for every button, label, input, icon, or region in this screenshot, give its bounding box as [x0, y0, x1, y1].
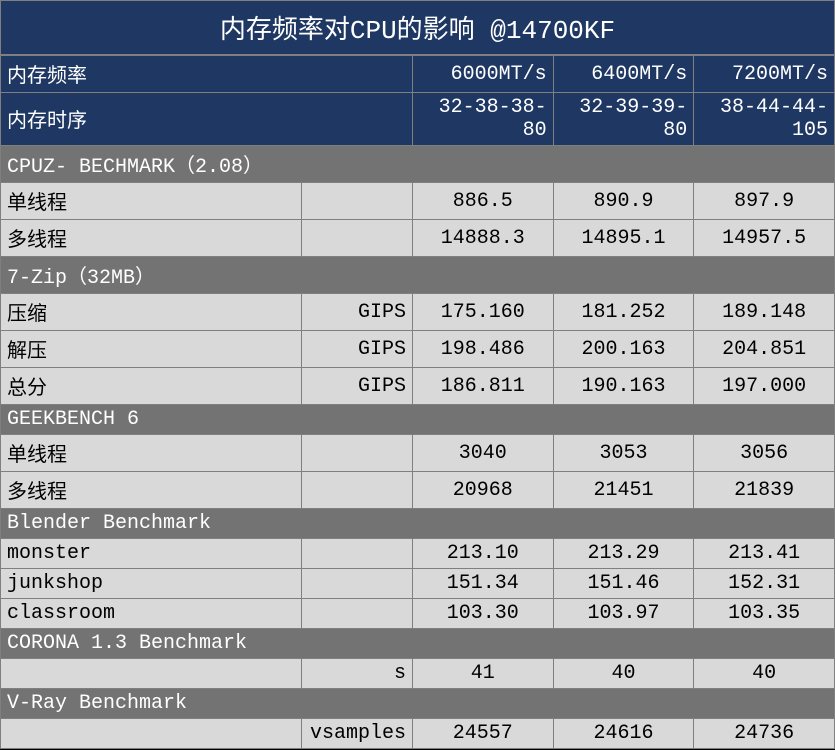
row-value: 198.486 — [412, 331, 553, 368]
row-unit — [302, 472, 413, 509]
row-value: 21451 — [553, 472, 694, 509]
row-value: 24616 — [553, 719, 694, 749]
row-unit: GIPS — [302, 368, 413, 405]
header-freq-col-0: 6000MT/s — [412, 56, 553, 93]
row-value: 213.29 — [553, 539, 694, 569]
row-value: 897.9 — [694, 183, 835, 220]
row-name: 多线程 — [1, 220, 302, 257]
row-value: 151.34 — [412, 569, 553, 599]
row-value: 14895.1 — [553, 220, 694, 257]
row-value: 14888.3 — [412, 220, 553, 257]
header-freq-col-2: 7200MT/s — [694, 56, 835, 93]
section-name: CORONA 1.3 Benchmark — [1, 629, 835, 659]
row-value: 103.97 — [553, 599, 694, 629]
row-value: 41 — [412, 659, 553, 689]
section-header: CPUZ- BECHMARK（2.08） — [1, 146, 835, 183]
section-name: Blender Benchmark — [1, 509, 835, 539]
row-value: 3056 — [694, 435, 835, 472]
row-value: 190.163 — [553, 368, 694, 405]
row-value: 24736 — [694, 719, 835, 749]
header-timing-label: 内存时序 — [1, 93, 413, 146]
header-timing-col-1: 32-39-39-80 — [553, 93, 694, 146]
row-unit — [302, 569, 413, 599]
table-row: 压缩GIPS175.160181.252189.148 — [1, 294, 835, 331]
table-row: 总分GIPS186.811190.163197.000 — [1, 368, 835, 405]
row-unit — [302, 539, 413, 569]
table-row: 多线程 14888.314895.114957.5 — [1, 220, 835, 257]
header-freq-col-1: 6400MT/s — [553, 56, 694, 93]
row-name: 压缩 — [1, 294, 302, 331]
row-name: 单线程 — [1, 183, 302, 220]
table-row: 多线程 209682145121839 — [1, 472, 835, 509]
header-timing-col-0: 32-38-38-80 — [412, 93, 553, 146]
table-row: 单线程 886.5890.9897.9 — [1, 183, 835, 220]
row-name: classroom — [1, 599, 302, 629]
section-header: 7-Zip（32MB） — [1, 257, 835, 294]
row-value: 3040 — [412, 435, 553, 472]
table-row: junkshop 151.34151.46152.31 — [1, 569, 835, 599]
row-value: 189.148 — [694, 294, 835, 331]
benchmark-table: 内存频率6000MT/s6400MT/s7200MT/s内存时序32-38-38… — [0, 55, 835, 749]
row-value: 40 — [553, 659, 694, 689]
section-header: GEEKBENCH 6 — [1, 405, 835, 435]
row-value: 14957.5 — [694, 220, 835, 257]
table-row: 解压GIPS198.486200.163204.851 — [1, 331, 835, 368]
row-value: 3053 — [553, 435, 694, 472]
section-header: CORONA 1.3 Benchmark — [1, 629, 835, 659]
row-value: 20968 — [412, 472, 553, 509]
row-name: monster — [1, 539, 302, 569]
row-unit: GIPS — [302, 331, 413, 368]
header-row-timing: 内存时序32-38-38-8032-39-39-8038-44-44-105 — [1, 93, 835, 146]
row-value: 151.46 — [553, 569, 694, 599]
section-name: 7-Zip（32MB） — [1, 257, 835, 294]
row-value: 40 — [694, 659, 835, 689]
row-name — [1, 659, 302, 689]
section-header: V-Ray Benchmark — [1, 689, 835, 719]
table-row: 单线程 304030533056 — [1, 435, 835, 472]
row-name: junkshop — [1, 569, 302, 599]
table-title: 内存频率对CPU的影响 @14700KF — [0, 0, 835, 55]
header-row-freq: 内存频率6000MT/s6400MT/s7200MT/s — [1, 56, 835, 93]
row-value: 890.9 — [553, 183, 694, 220]
row-value: 204.851 — [694, 331, 835, 368]
row-name: 总分 — [1, 368, 302, 405]
table-row: s414040 — [1, 659, 835, 689]
table-row: vsamples245572461624736 — [1, 719, 835, 749]
row-unit — [302, 599, 413, 629]
section-header: Blender Benchmark — [1, 509, 835, 539]
section-name: CPUZ- BECHMARK（2.08） — [1, 146, 835, 183]
row-unit — [302, 183, 413, 220]
row-value: 152.31 — [694, 569, 835, 599]
row-value: 24557 — [412, 719, 553, 749]
row-value: 21839 — [694, 472, 835, 509]
row-name: 多线程 — [1, 472, 302, 509]
row-unit — [302, 220, 413, 257]
header-freq-label: 内存频率 — [1, 56, 413, 93]
row-unit: GIPS — [302, 294, 413, 331]
row-name: 解压 — [1, 331, 302, 368]
row-value: 213.41 — [694, 539, 835, 569]
section-name: GEEKBENCH 6 — [1, 405, 835, 435]
row-value: 103.35 — [694, 599, 835, 629]
benchmark-table-container: 内存频率对CPU的影响 @14700KF 内存频率6000MT/s6400MT/… — [0, 0, 835, 707]
row-value: 200.163 — [553, 331, 694, 368]
table-row: classroom 103.30103.97103.35 — [1, 599, 835, 629]
row-value: 186.811 — [412, 368, 553, 405]
table-row: monster 213.10213.29213.41 — [1, 539, 835, 569]
row-value: 213.10 — [412, 539, 553, 569]
row-value: 197.000 — [694, 368, 835, 405]
row-name — [1, 719, 302, 749]
row-value: 181.252 — [553, 294, 694, 331]
row-unit: s — [302, 659, 413, 689]
row-unit: vsamples — [302, 719, 413, 749]
row-name: 单线程 — [1, 435, 302, 472]
row-value: 886.5 — [412, 183, 553, 220]
header-timing-col-2: 38-44-44-105 — [694, 93, 835, 146]
row-value: 103.30 — [412, 599, 553, 629]
row-unit — [302, 435, 413, 472]
row-value: 175.160 — [412, 294, 553, 331]
section-name: V-Ray Benchmark — [1, 689, 835, 719]
